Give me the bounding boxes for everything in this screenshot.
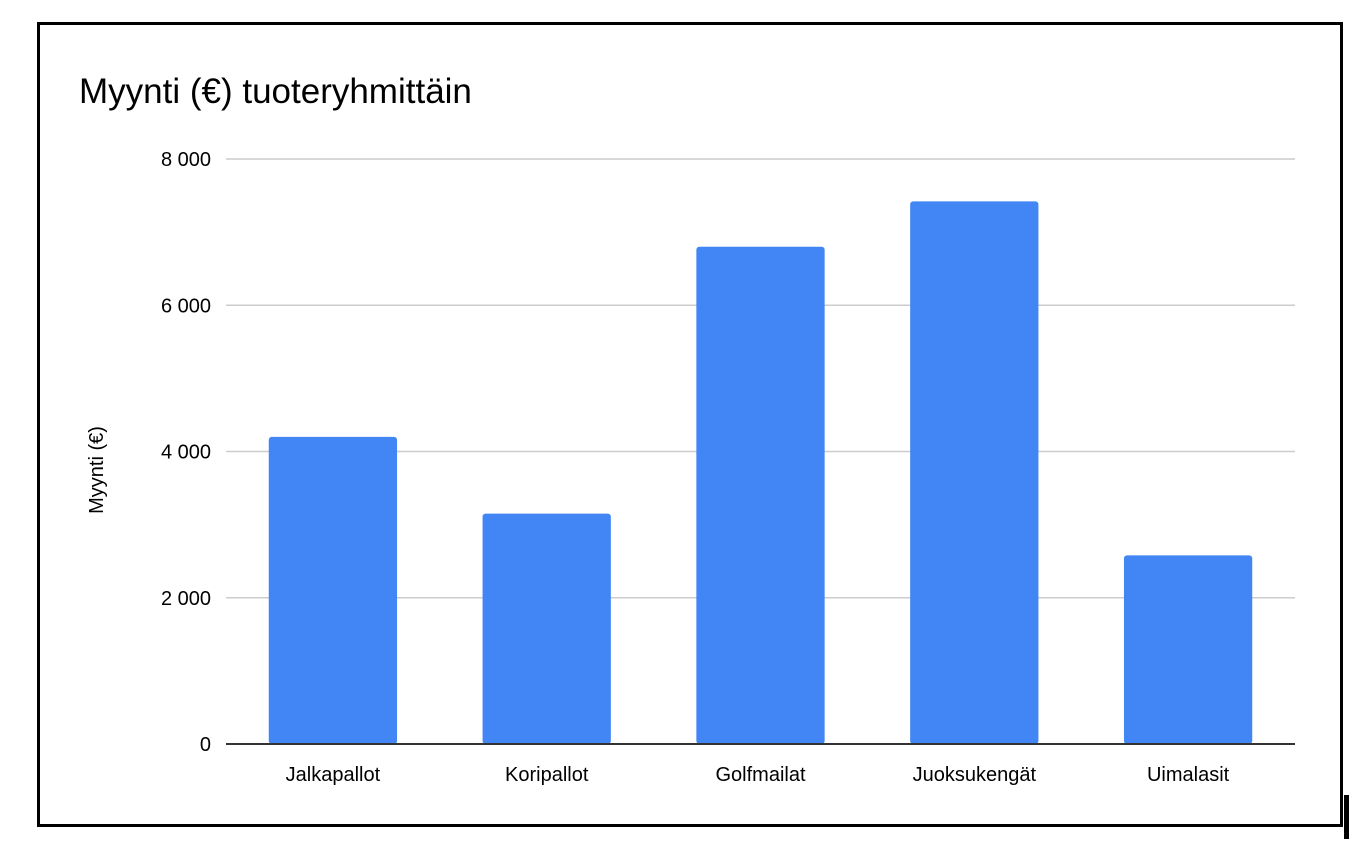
y-tick-label: 8 000 — [161, 149, 211, 171]
y-axis-label: Myynti (€) — [86, 426, 108, 514]
bar-uimalasit — [1123, 555, 1253, 744]
x-tick-label: Jalkapallot — [286, 764, 381, 786]
bar-golfmailat — [696, 246, 825, 744]
y-tick-label: 4 000 — [161, 442, 211, 464]
x-tick-label: Golfmailat — [715, 764, 805, 786]
y-tick-label: 2 000 — [161, 588, 211, 610]
x-tick-label: Uimalasit — [1147, 764, 1230, 786]
text-cursor — [1344, 795, 1349, 839]
y-tick-label: 6 000 — [161, 295, 211, 317]
x-tick-label: Juoksukengät — [913, 764, 1037, 786]
chart-title: Myynti (€) tuoteryhmittäin — [79, 72, 472, 111]
bars — [268, 201, 1253, 745]
x-tick-labels: Jalkapallot Koripallot Golfmailat Juoksuken… — [286, 764, 1230, 786]
bar-jalkapallot — [268, 436, 398, 744]
y-tick-labels: 0 2 000 4 000 6 000 8 000 — [161, 149, 211, 756]
bar-koripallot — [482, 513, 611, 744]
x-tick-label: Koripallot — [505, 764, 589, 786]
y-tick-label: 0 — [200, 734, 211, 756]
bar-juoksukengät — [910, 201, 1039, 745]
